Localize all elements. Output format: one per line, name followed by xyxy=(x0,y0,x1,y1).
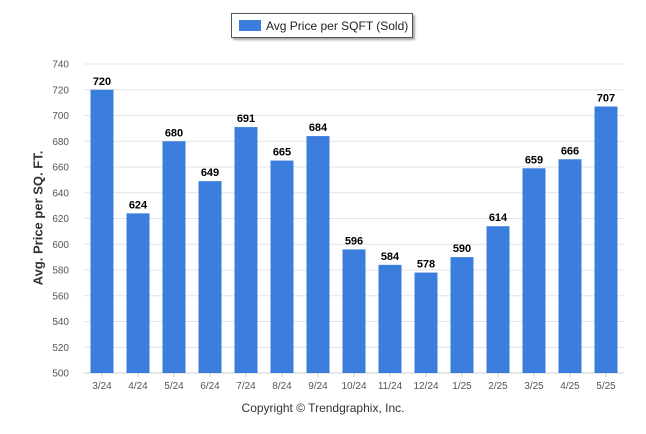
y-tick-label: 660 xyxy=(52,163,69,174)
bar-value-label: 659 xyxy=(525,154,543,166)
bar xyxy=(342,249,366,373)
bar xyxy=(306,136,330,373)
bar-value-label: 578 xyxy=(417,259,435,271)
bar xyxy=(486,226,510,373)
legend-label: Avg Price per SQFT (Sold) xyxy=(266,18,409,33)
bar-value-label: 590 xyxy=(453,243,471,255)
bar-value-label: 596 xyxy=(345,235,363,247)
y-tick-label: 680 xyxy=(52,137,69,148)
bar-value-label: 680 xyxy=(165,127,183,139)
bar xyxy=(522,168,546,373)
x-tick-label: 1/25 xyxy=(452,381,472,392)
y-tick-label: 720 xyxy=(52,85,69,96)
bar-value-label: 614 xyxy=(489,212,508,224)
y-tick-label: 540 xyxy=(52,317,69,328)
bar xyxy=(162,141,186,373)
x-tick-label: 12/24 xyxy=(413,381,438,392)
bar xyxy=(378,264,402,373)
x-tick-label: 3/25 xyxy=(524,381,544,392)
x-tick-label: 4/25 xyxy=(560,381,580,392)
x-tick-label: 7/24 xyxy=(236,381,256,392)
bar-value-label: 624 xyxy=(129,199,148,211)
bar xyxy=(270,160,294,373)
y-axis-title: Avg. Price per SQ. FT. xyxy=(30,150,46,286)
bar-value-label: 691 xyxy=(237,113,255,125)
y-tick-label: 740 xyxy=(52,60,69,71)
copyright-footer: Copyright © Trendgraphix, Inc. xyxy=(241,401,405,415)
y-tick-label: 520 xyxy=(52,343,69,354)
bar-value-label: 720 xyxy=(93,76,111,88)
x-tick-label: 9/24 xyxy=(308,381,328,392)
bar xyxy=(234,127,258,374)
x-tick-label: 5/25 xyxy=(596,381,616,392)
x-tick-label: 4/24 xyxy=(128,381,148,392)
bar xyxy=(198,181,222,373)
x-tick-label: 11/24 xyxy=(378,381,403,392)
bar xyxy=(594,106,618,374)
bar-value-label: 684 xyxy=(309,122,328,134)
y-tick-label: 560 xyxy=(52,291,69,302)
y-tick-label: 640 xyxy=(52,188,69,199)
y-tick-label: 620 xyxy=(52,214,69,225)
bar-value-label: 665 xyxy=(273,147,291,159)
bar-value-label: 666 xyxy=(561,145,579,157)
y-tick-label: 500 xyxy=(52,369,69,380)
x-tick-label: 10/24 xyxy=(341,381,366,392)
y-tick-label: 580 xyxy=(52,266,69,277)
x-tick-label: 8/24 xyxy=(272,381,292,392)
x-tick-label: 2/25 xyxy=(488,381,508,392)
legend-swatch xyxy=(239,20,261,31)
legend: Avg Price per SQFT (Sold) xyxy=(231,13,413,38)
x-tick-label: 6/24 xyxy=(200,381,220,392)
y-tick-label: 700 xyxy=(52,111,69,122)
x-tick-label: 5/24 xyxy=(164,381,184,392)
bar xyxy=(414,272,438,373)
bar xyxy=(90,89,114,373)
y-tick-label: 600 xyxy=(52,240,69,251)
bar-value-label: 584 xyxy=(381,251,400,263)
bar xyxy=(450,257,474,373)
bar-value-label: 649 xyxy=(201,167,219,179)
bar xyxy=(558,159,582,373)
x-tick-label: 3/24 xyxy=(92,381,112,392)
bar xyxy=(126,213,150,373)
bar-value-label: 707 xyxy=(597,92,615,104)
